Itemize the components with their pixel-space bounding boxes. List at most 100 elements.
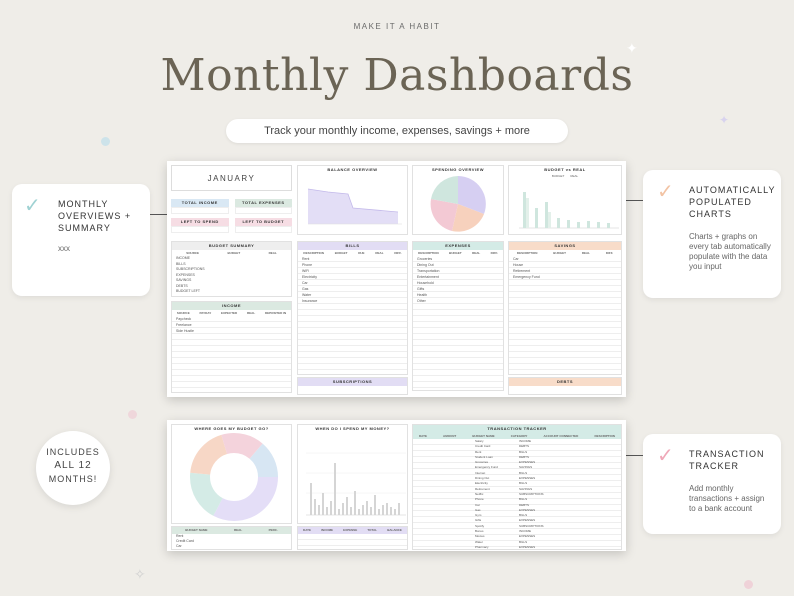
- expense-row: Household: [417, 281, 434, 285]
- expense-row: Gifts: [417, 287, 425, 291]
- col-income: INCOME: [321, 528, 334, 532]
- tracker-category: EXPENSES: [519, 476, 536, 481]
- tracker-category: EXPENSES: [519, 460, 536, 465]
- month-title: JANUARY: [171, 165, 292, 191]
- tracker-budget-name: Bonus: [475, 529, 484, 534]
- when-spend-title: WHEN DO I SPEND MY MONEY?: [315, 426, 390, 431]
- tracker-category: INCOME: [519, 439, 531, 443]
- expense-row: Transportation: [417, 269, 440, 273]
- savings-row: Retirement: [513, 269, 531, 273]
- tracker-budget-name: Credit Card: [475, 444, 491, 449]
- overview-card-title: MONTHLY OVERVIEWS + SUMMARY: [58, 199, 132, 233]
- balance-overview-panel: BALANCE OVERVIEW: [297, 165, 408, 235]
- page-title: Monthly Dashboards: [160, 50, 634, 101]
- tracker-budget-name: Gym: [475, 513, 482, 518]
- tracker-budget-name: Retirement: [475, 486, 490, 491]
- tracker-card-title: TRANSACTION TRACKER: [689, 449, 765, 471]
- budget-donut-chart: [190, 433, 278, 521]
- kicker-text: MAKE IT A HABIT: [353, 22, 441, 31]
- tracker-category: EXPENSES: [519, 518, 536, 523]
- budget-bar-chart: [519, 192, 619, 229]
- bill-row: WiFi: [302, 269, 309, 273]
- expense-row: Entertainment: [417, 275, 439, 279]
- left-to-budget-label: LEFT TO BUDGET: [234, 218, 292, 226]
- tracker-row: Netflix SUBSCRIPTIONS: [413, 492, 621, 497]
- budget-summary-title: BUDGET SUMMARY: [172, 242, 291, 250]
- budget-vs-real-title: BUDGET vs REAL: [544, 167, 586, 172]
- balance-area-chart: [307, 188, 402, 225]
- savings-row: Car: [513, 257, 519, 261]
- col-real: REAL: [375, 251, 384, 255]
- col-expected: EXPECTED: [221, 311, 238, 315]
- col-real: REAL: [472, 251, 481, 255]
- savings-row: House: [513, 263, 524, 267]
- tagline-pill: Track your monthly income, expenses, sav…: [226, 119, 568, 143]
- tracker-budget-name: Gas: [475, 507, 481, 512]
- tracker-budget-name: Netflix: [475, 491, 484, 496]
- tracker-row: Bonus INCOME: [413, 529, 621, 534]
- dashboard-sheet-1: JANUARY TOTAL INCOME TOTAL EXPENSES LEFT…: [167, 161, 626, 397]
- col-real: REAL: [581, 251, 590, 255]
- tracker-budget-name: Groceries: [475, 460, 489, 465]
- all-months-badge: INCLUDES ALL 12 MONTHS!: [36, 431, 110, 505]
- daily-balance-table: DATE INCOME EXPENSE TOTAL BALANCE: [297, 526, 408, 550]
- income-row: Freelance: [176, 323, 192, 327]
- income-panel: INCOME SOURCE PAYDAY EXPECTED REAL DEPOS…: [171, 301, 292, 393]
- spending-overview-title: SPENDING OVERVIEW: [432, 167, 484, 172]
- tracker-row: Water BILLS: [413, 540, 621, 545]
- debts-panel: DEBTS: [508, 377, 622, 395]
- tracker-row: Gifts EXPENSES: [413, 518, 621, 523]
- budget-row: Car: [176, 544, 182, 548]
- budget-row: Rent: [176, 534, 184, 538]
- bill-row: Gas: [302, 287, 309, 291]
- col-source: SOURCE: [176, 311, 190, 315]
- tracker-category: SAVINGS: [519, 465, 533, 470]
- col-description: DESCRIPTION: [418, 251, 439, 255]
- col-description: DESCRIPTION: [516, 251, 538, 255]
- dot-decor: [128, 410, 137, 419]
- budget-summary-panel: BUDGET SUMMARY SOURCE BUDGET REAL INCOME…: [171, 241, 292, 297]
- tracker-budget-name: Electricity: [475, 481, 488, 486]
- col-budget: BUDGET: [449, 251, 462, 255]
- auto-charts-desc: Charts + graphs on every tab automatical…: [689, 232, 771, 271]
- col-total: TOTAL: [367, 528, 378, 532]
- col-diff: DIFF.: [394, 251, 402, 255]
- income-row: Side Hustle: [176, 329, 194, 333]
- subscriptions-title: SUBSCRIPTIONS: [298, 378, 407, 386]
- income-title: INCOME: [172, 302, 291, 310]
- tracker-row: Spotify SUBSCRIPTIONS: [413, 524, 621, 529]
- bill-row: Rent: [302, 257, 310, 261]
- tracker-category: INCOME: [519, 529, 531, 534]
- expenses-panel: EXPENSES DESCRIPTION BUDGET REAL DIFF. G…: [412, 241, 504, 391]
- expenses-title: EXPENSES: [413, 242, 503, 250]
- overview-card-note: xxx: [58, 244, 70, 253]
- budget-row: Credit Card: [176, 539, 194, 543]
- col-budget-name: BUDGET NAME: [185, 528, 208, 532]
- tracker-category: BILLS: [519, 470, 528, 475]
- col-real: REAL: [268, 251, 277, 255]
- col-category: CATEGORY: [510, 434, 528, 438]
- tracker-category: DEBTS: [519, 444, 530, 449]
- tracker-category: BILLS: [519, 539, 528, 544]
- tracker-budget-name: Gifts: [475, 518, 482, 523]
- legend-real: REAL: [570, 174, 579, 178]
- tracker-row: Phone BILLS: [413, 497, 621, 502]
- total-income-label: TOTAL INCOME: [171, 199, 229, 207]
- col-budget-name: BUDGET NAME: [472, 434, 495, 438]
- tracker-budget-name: Rent: [475, 449, 482, 454]
- total-expenses-label: TOTAL EXPENSES: [234, 199, 292, 207]
- tracker-row: Credit Card DEBTS: [413, 444, 621, 449]
- check-icon: ✓: [657, 445, 674, 467]
- check-icon: ✓: [24, 195, 41, 217]
- col-budget: BUDGET: [227, 251, 241, 255]
- tracker-card-desc: Add monthly transactions + assign to a b…: [689, 484, 765, 513]
- badge-line-2: ALL 12: [54, 460, 92, 471]
- overview-card: ✓ MONTHLY OVERVIEWS + SUMMARY xxx: [12, 184, 150, 296]
- tracker-budget-name: Pharmacy: [475, 544, 489, 549]
- badge-line-1: INCLUDES: [46, 447, 100, 457]
- dashboard-sheet-2: WHERE GOES MY BUDGET GO? BUDGET NAME REA…: [167, 420, 626, 551]
- spending-pie-chart: [430, 176, 486, 232]
- debts-title: DEBTS: [509, 378, 621, 386]
- tracker-title: TRANSACTION TRACKER: [413, 425, 621, 433]
- savings-panel: SAVINGS DESCRIPTION BUDGET REAL DIFF. Ca…: [508, 241, 622, 375]
